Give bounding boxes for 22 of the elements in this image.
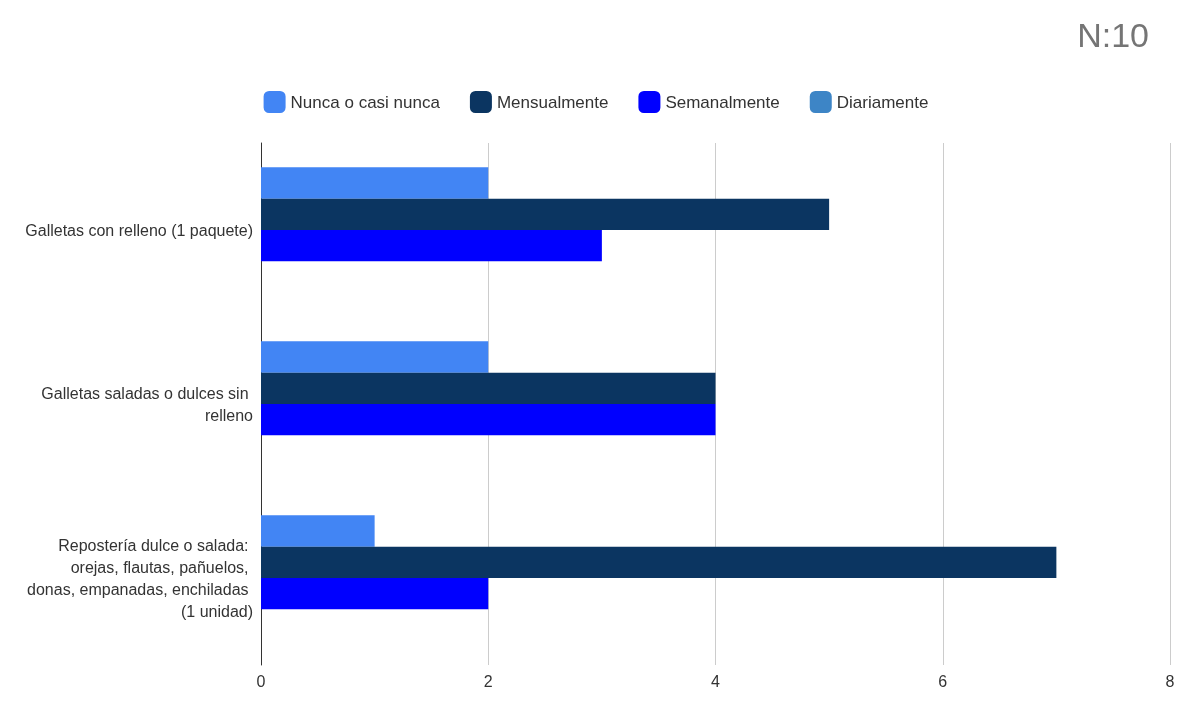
bar [261,198,830,230]
y-tick-label: Repostería dulce o salada: orejas, flautas, pañuelos, donas, empanadas, enchiladas (1 unidad) [27,536,253,620]
legend-label: Diariamente [836,92,929,112]
bar [261,341,489,373]
chart-title: N:10 [1077,16,1150,54]
bar [261,167,489,199]
x-tick-label: 0 [256,672,266,690]
y-tick-label: Galletas con relleno (1 paquete) [25,221,253,239]
legend-label: Mensualmente [496,92,609,112]
x-tick-label: 2 [483,672,493,690]
x-tick-label: 4 [711,672,721,690]
legend-label: Nunca o casi nunca [290,92,441,112]
x-tick-label: 6 [938,672,948,690]
legend-label: Semanalmente [665,92,780,112]
bar [261,515,375,547]
bar [261,404,716,436]
x-tick-label: 8 [1165,672,1175,690]
bar [261,230,602,262]
y-tick-label: Galletas saladas o dulces sin relleno [41,384,254,424]
bar [261,372,716,404]
bar [261,546,1057,578]
bar [261,578,489,610]
